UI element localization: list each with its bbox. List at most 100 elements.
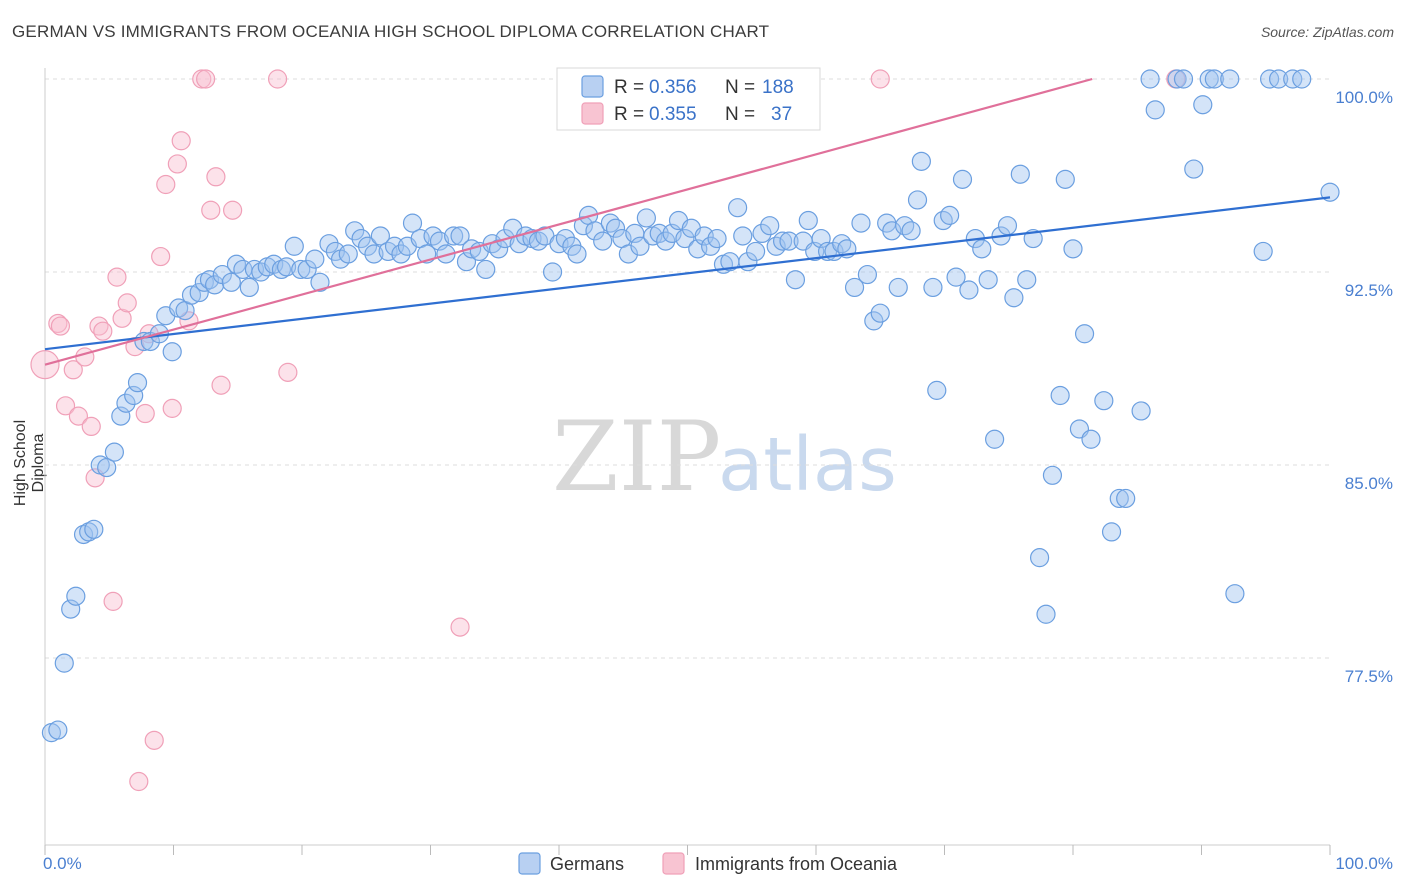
germans-point <box>772 231 793 251</box>
germans-point <box>985 429 1005 449</box>
germans-point <box>1320 182 1340 202</box>
germans-point <box>391 244 411 264</box>
germans-point <box>752 223 772 243</box>
oceania-point <box>93 321 113 341</box>
germans-point <box>707 228 727 249</box>
germans-point <box>555 228 576 249</box>
germans-point <box>370 226 390 246</box>
germans-point <box>952 169 973 189</box>
grid-lines <box>45 78 1330 659</box>
germans-point <box>636 208 656 228</box>
germans-point <box>895 216 915 236</box>
germans-point <box>851 213 871 233</box>
germans-point <box>1268 69 1289 89</box>
oceania-point <box>107 267 127 287</box>
germans-point <box>239 277 259 298</box>
germans-point <box>61 599 81 619</box>
oceania-point <box>156 174 176 195</box>
bottom-legend-germans-label: Germans <box>550 854 624 874</box>
germans-point <box>1199 69 1219 89</box>
germans-point <box>618 244 638 264</box>
chart-title: GERMAN VS IMMIGRANTS FROM OCEANIA HIGH S… <box>12 22 770 41</box>
germans-point <box>1109 488 1129 509</box>
germans-point <box>1204 69 1224 89</box>
top-legend: R = 0.356 N = 188 R = 0.355 N = 37 <box>556 67 821 131</box>
germans-point <box>351 228 371 249</box>
germans-point <box>656 231 676 251</box>
oceania-point <box>103 591 123 611</box>
germans-point <box>127 373 148 393</box>
germans-point <box>785 270 806 290</box>
oceania-point <box>48 313 68 334</box>
oceania-point <box>201 200 221 220</box>
germans-point <box>600 213 621 233</box>
germans-point <box>189 282 209 303</box>
germans-point <box>297 259 317 280</box>
germans-point <box>66 586 86 606</box>
germans-point <box>766 236 786 256</box>
germans-point <box>798 210 818 231</box>
germans-point <box>116 393 136 413</box>
germans-point <box>319 234 339 254</box>
germans-point <box>946 267 966 287</box>
germans-point <box>760 216 780 236</box>
germans-point <box>907 190 928 210</box>
legend-germans-n-label: N = <box>725 77 755 98</box>
germans-point <box>310 272 330 292</box>
oceania-points <box>30 69 1186 792</box>
germans-point <box>305 249 325 269</box>
germans-point <box>338 244 358 264</box>
germans-point <box>779 231 799 251</box>
germans-point <box>162 342 182 362</box>
y-tick-label: 85.0% <box>1345 474 1393 493</box>
germans-point <box>357 236 378 256</box>
oceania-point <box>112 308 132 328</box>
germans-point <box>888 277 908 298</box>
oceania-trend-line <box>44 77 1093 366</box>
germans-point <box>450 226 470 246</box>
germans-point <box>870 303 890 323</box>
bottom-legend: Germans Immigrants from Oceania <box>518 852 898 875</box>
germans-point <box>1140 69 1160 89</box>
oceania-point <box>206 167 226 187</box>
oceania-point <box>179 311 199 331</box>
germans-point <box>84 519 104 539</box>
germans-point <box>1193 95 1213 115</box>
germans-point <box>972 239 992 259</box>
germans-point <box>746 241 766 262</box>
oceania-point <box>450 617 470 637</box>
germans-point <box>476 259 496 280</box>
legend-oceania-r-label: R = <box>614 104 644 125</box>
legend-germans-swatch <box>581 75 604 98</box>
oceania-point <box>278 362 298 382</box>
y-tick-label: 92.5% <box>1345 281 1393 300</box>
germans-point <box>1029 548 1050 568</box>
oceania-point <box>129 771 149 792</box>
germans-point <box>73 524 94 545</box>
germans-point <box>675 228 695 249</box>
germans-point <box>978 270 998 290</box>
bottom-legend-germans-swatch <box>518 852 541 875</box>
germans-point <box>844 277 865 298</box>
germans-point <box>933 210 953 231</box>
oceania-point <box>162 398 182 418</box>
y-tick-label: 77.5% <box>1345 667 1393 686</box>
germans-point <box>271 259 292 280</box>
germans-point <box>882 221 902 241</box>
oceania-point <box>89 316 109 336</box>
legend-oceania-n-value: 37 <box>771 104 792 125</box>
germans-point <box>456 252 477 272</box>
germans-point <box>1036 604 1056 624</box>
germans-point <box>423 226 443 246</box>
germans-point <box>54 653 74 673</box>
germans-point <box>1220 69 1240 89</box>
germans-point <box>911 151 931 171</box>
legend-germans-r-value: 0.356 <box>649 77 697 98</box>
germans-point <box>205 275 225 295</box>
oceania-point <box>81 416 101 436</box>
germans-point <box>630 236 650 256</box>
germans-point <box>226 254 247 274</box>
oceania-point <box>151 246 171 267</box>
legend-germans-n-value: 188 <box>762 77 794 98</box>
